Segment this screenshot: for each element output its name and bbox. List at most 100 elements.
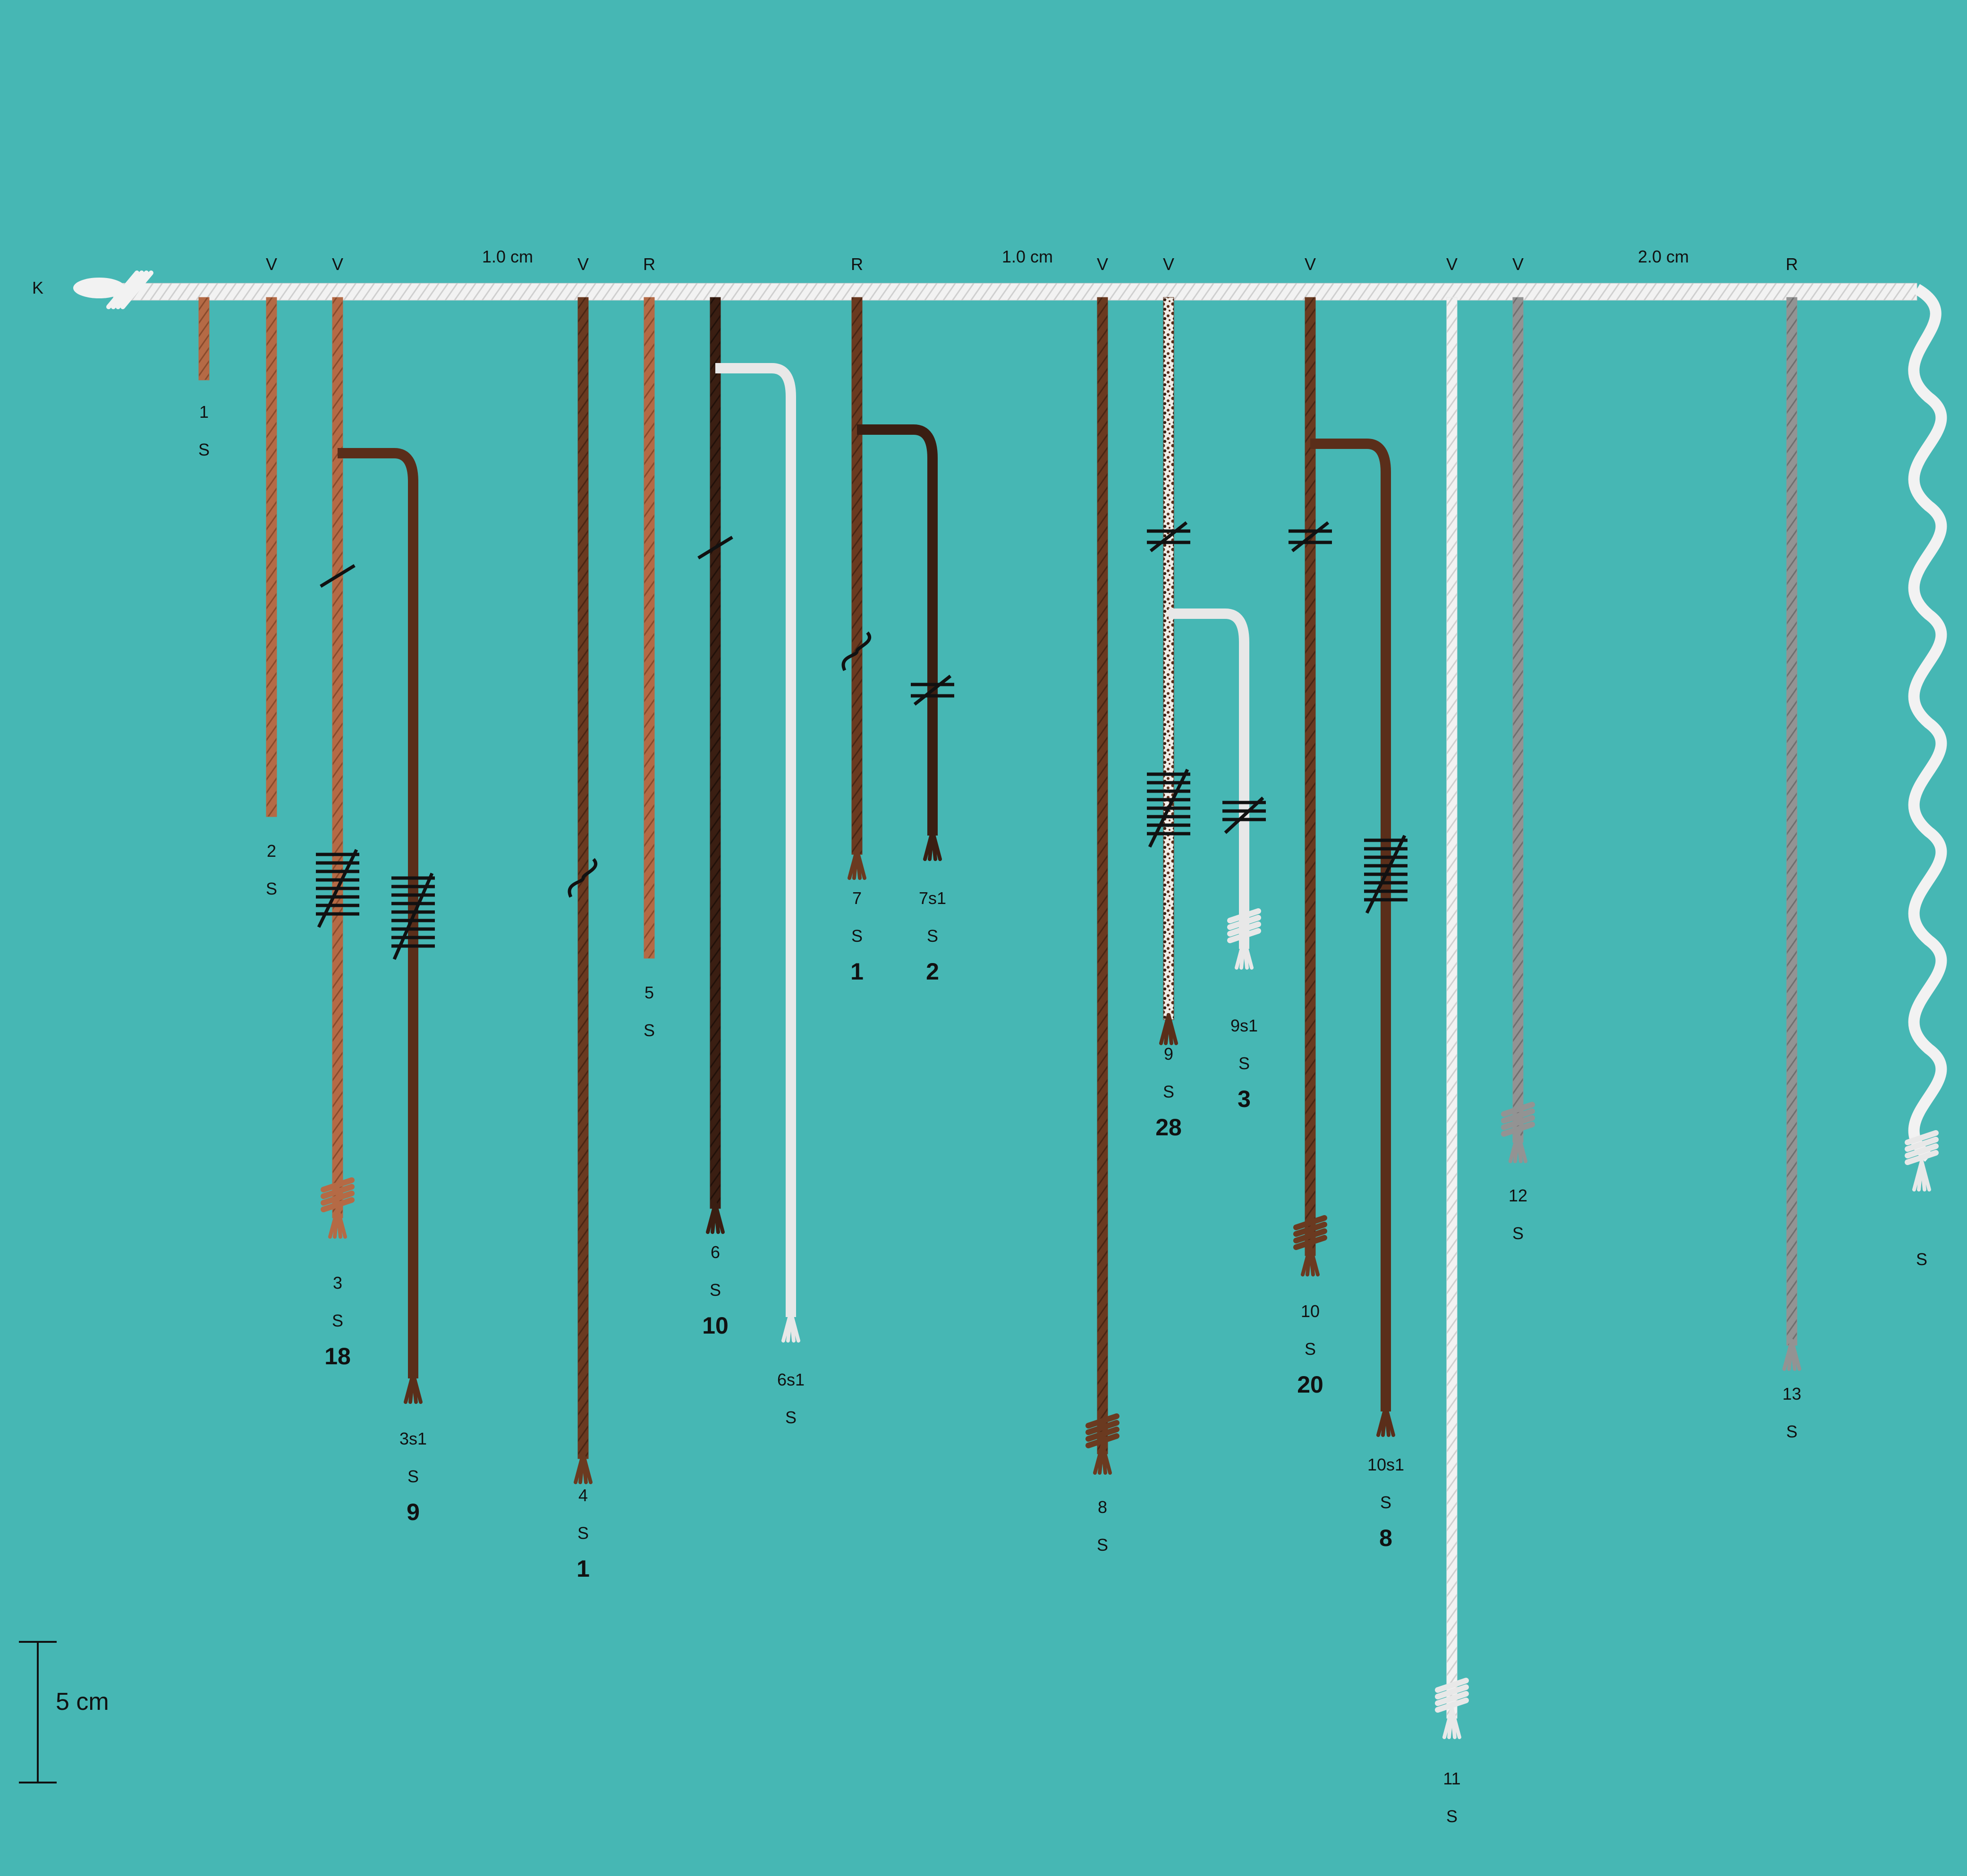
ply-direction: S	[1446, 1807, 1458, 1826]
attachment-mark: V	[577, 254, 589, 274]
pendant-cord	[1446, 297, 1458, 1719]
cord-number: 5	[644, 983, 654, 1002]
primary-cord-body	[113, 283, 1917, 301]
cord-end-tuft	[706, 1202, 725, 1234]
cord-number: 3s1	[399, 1429, 427, 1448]
tied-end-icon	[120, 270, 153, 309]
cord-end-tuft	[1093, 1443, 1112, 1475]
single-knot-icon	[697, 536, 733, 559]
pendant-cord	[198, 297, 210, 380]
attachment-mark: R	[851, 254, 863, 274]
tied-end-icon	[1905, 1130, 1939, 1165]
tied-end-icon	[1435, 1678, 1469, 1713]
ply-direction: S	[710, 1280, 721, 1300]
primary-cord-end	[73, 278, 125, 298]
pendant-cord	[1908, 284, 1947, 1162]
pendant-cord	[851, 297, 863, 855]
cord-end-tuft	[781, 1310, 800, 1343]
figure-eight-knot-icon	[568, 858, 597, 898]
tied-end-icon	[106, 270, 139, 309]
subsidiary-cord	[1169, 608, 1249, 949]
cord-value: 2	[926, 958, 939, 985]
cord-number: 10s1	[1367, 1455, 1404, 1474]
cord-number: 4	[578, 1486, 588, 1505]
long-knot-icon	[1364, 835, 1407, 914]
long-knot-icon	[1147, 769, 1190, 848]
ply-direction: S	[1380, 1493, 1391, 1512]
cord-end-tuft	[1301, 1244, 1320, 1276]
cord-number: 11	[1443, 1769, 1460, 1788]
ply-direction: S	[1512, 1224, 1524, 1243]
ply-direction: S	[1097, 1535, 1108, 1555]
long-knot-icon	[391, 872, 435, 960]
ply-direction: S	[851, 926, 863, 946]
cord-end-tuft	[1235, 938, 1254, 970]
tied-end-icon	[116, 270, 149, 309]
attachment-mark: V	[332, 254, 343, 274]
ply-direction: S	[1163, 1082, 1174, 1101]
scale-bar: 5 cm	[19, 1641, 109, 1783]
cord-end-tuft	[1159, 1013, 1178, 1045]
cord-value: 18	[324, 1343, 351, 1369]
tied-end-icon	[1293, 1215, 1327, 1250]
pendant-cord	[710, 297, 721, 1209]
pendant-cord	[1512, 297, 1524, 1143]
cord-value: 8	[1379, 1525, 1392, 1551]
pendant-cord	[644, 297, 655, 959]
cord-number: 7	[852, 888, 862, 908]
cord-number: 9	[1164, 1044, 1173, 1064]
cord-number: 8	[1098, 1497, 1107, 1517]
cord-number: 13	[1782, 1384, 1801, 1403]
tied-end-icon	[1501, 1102, 1535, 1137]
cord-value: 1	[850, 958, 864, 985]
long-knot-icon	[1222, 796, 1266, 834]
double-knot-icon	[1289, 521, 1332, 552]
ply-direction: S	[332, 1311, 343, 1330]
single-knot-icon	[320, 564, 356, 588]
cord-end-tuft	[848, 848, 866, 880]
cord-end-tuft	[1376, 1405, 1395, 1437]
scale-bar-label: 5 cm	[56, 1688, 109, 1715]
ply-direction: S	[577, 1523, 589, 1543]
cord-number: 7s1	[919, 888, 946, 908]
pendant-cord	[1786, 297, 1797, 1346]
ply-direction: S	[1305, 1339, 1316, 1359]
cord-number: 9s1	[1230, 1016, 1258, 1035]
attachment-mark: V	[1163, 254, 1174, 274]
cord-number: 6s1	[777, 1370, 805, 1389]
attachment-mark: R	[643, 254, 655, 274]
subsidiary-cord	[1310, 439, 1391, 1411]
attachment-mark: V	[1446, 254, 1458, 274]
attachment-mark: V	[1305, 254, 1316, 274]
subsidiary-cord	[857, 424, 938, 836]
subsidiary-cord	[338, 448, 418, 1378]
attachment-mark: V	[266, 254, 277, 274]
pendant-labels: 1 S V 2 S V 3 S 18 3s1 S 9 V 4 S 1 R 5 S 6 S 10 6s1 S R 7 S 1 7s1 S 2 V…	[198, 254, 1927, 1826]
cord-value: 9	[407, 1499, 420, 1525]
tied-end-icon	[1085, 1413, 1119, 1448]
ply-direction: S	[266, 879, 277, 898]
ply-direction: S	[407, 1467, 419, 1486]
cord-value: 20	[1297, 1371, 1323, 1398]
cord-number: 6	[711, 1242, 720, 1262]
cord-end-tuft	[1509, 1131, 1527, 1163]
pendant-cord	[1163, 297, 1174, 1020]
cord-value: 28	[1155, 1114, 1182, 1141]
primary-cord-label: K	[32, 278, 43, 297]
ply-direction: S	[927, 926, 938, 946]
ply-direction: S	[198, 440, 210, 459]
cord-number: 2	[267, 841, 276, 861]
long-knot-icon	[316, 849, 359, 928]
attachment-mark: V	[1097, 254, 1108, 274]
primary-cord	[73, 270, 1917, 309]
subsidiary-cord	[715, 363, 796, 1317]
pendant-cord	[1097, 297, 1108, 1454]
tied-end-icon	[321, 1177, 355, 1212]
figure-eight-knot-icon	[841, 631, 871, 671]
attachment-mark: R	[1786, 254, 1798, 274]
spacing-mark: 2.0 cm	[1638, 247, 1689, 266]
cord-end-tuft	[574, 1452, 593, 1484]
pendant-cord	[266, 297, 277, 817]
ply-direction: S	[644, 1021, 655, 1040]
cord-number: 10	[1301, 1301, 1320, 1321]
